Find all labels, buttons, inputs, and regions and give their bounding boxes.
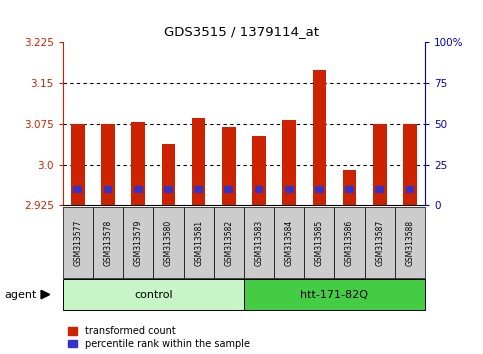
Text: GSM313586: GSM313586 (345, 219, 354, 266)
Text: GSM313585: GSM313585 (315, 219, 324, 266)
Bar (375, 186, 384, 193)
Text: agent: agent (5, 290, 37, 299)
Bar (164, 186, 173, 193)
Text: GSM313588: GSM313588 (405, 219, 414, 266)
Text: GSM313581: GSM313581 (194, 219, 203, 266)
Bar (63, 279, 244, 310)
Bar (71, 124, 85, 205)
Bar (395, 207, 425, 278)
Bar (184, 207, 213, 278)
Bar (154, 207, 184, 278)
Text: GSM313580: GSM313580 (164, 219, 173, 266)
Bar (101, 124, 115, 205)
Bar (134, 186, 142, 193)
Bar (365, 207, 395, 278)
Text: GDS3515 / 1379114_at: GDS3515 / 1379114_at (164, 25, 319, 38)
Text: control: control (134, 290, 172, 299)
Bar (334, 207, 365, 278)
Bar (63, 207, 93, 278)
Bar (244, 207, 274, 278)
Bar (225, 186, 233, 193)
Text: htt-171-82Q: htt-171-82Q (300, 290, 369, 299)
Bar (406, 186, 414, 193)
Bar (222, 127, 236, 205)
Bar (313, 70, 326, 205)
Text: GSM313577: GSM313577 (73, 219, 83, 266)
Bar (123, 207, 154, 278)
Bar (343, 170, 356, 205)
Text: GSM313587: GSM313587 (375, 219, 384, 266)
Bar (194, 186, 203, 193)
Bar (255, 186, 263, 193)
Bar (274, 207, 304, 278)
Bar (345, 186, 354, 193)
Bar (285, 186, 294, 193)
Bar (315, 186, 324, 193)
Bar (131, 122, 145, 205)
Text: GSM313584: GSM313584 (284, 219, 294, 266)
Text: GSM313578: GSM313578 (103, 219, 113, 266)
Polygon shape (41, 290, 50, 299)
Bar (104, 186, 113, 193)
Bar (162, 144, 175, 205)
Text: GSM313583: GSM313583 (255, 219, 264, 266)
Bar (373, 124, 386, 205)
Legend: transformed count, percentile rank within the sample: transformed count, percentile rank withi… (68, 326, 250, 349)
Bar (192, 119, 205, 205)
Bar (213, 207, 244, 278)
Text: GSM313579: GSM313579 (134, 219, 143, 266)
Bar (244, 279, 425, 310)
Bar (283, 120, 296, 205)
Text: GSM313582: GSM313582 (224, 219, 233, 266)
Bar (304, 207, 334, 278)
Bar (73, 186, 82, 193)
Bar (93, 207, 123, 278)
Bar (252, 136, 266, 205)
Bar (403, 124, 417, 205)
